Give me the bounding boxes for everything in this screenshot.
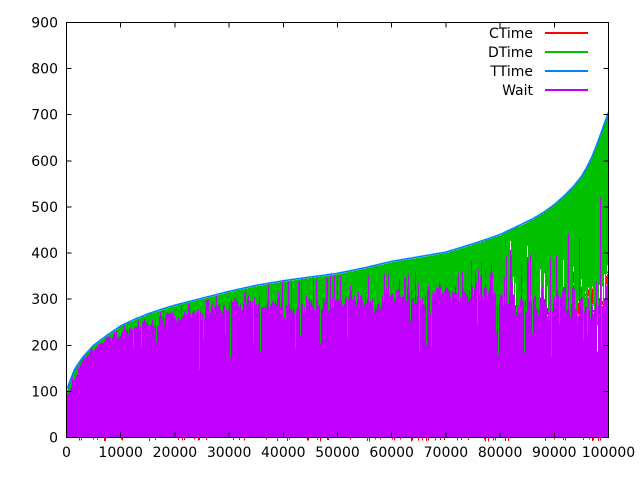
y-tick-label: 800 bbox=[31, 62, 58, 78]
x-tick-label: 0 bbox=[62, 445, 71, 461]
x-tick-label: 100000 bbox=[582, 445, 635, 461]
x-tick-label: 70000 bbox=[424, 445, 469, 461]
legend-label-ttime: TTime bbox=[489, 64, 533, 80]
y-tick-label: 400 bbox=[31, 246, 58, 262]
legend-label-wait: Wait bbox=[502, 83, 533, 99]
y-tick-label: 0 bbox=[49, 431, 58, 447]
x-tick-label: 30000 bbox=[207, 445, 252, 461]
x-tick-label: 80000 bbox=[478, 445, 523, 461]
y-tick-label: 300 bbox=[31, 292, 58, 308]
axis-ticks bbox=[66, 22, 609, 438]
legend-label-ctime: CTime bbox=[489, 26, 533, 42]
x-tick-label: 10000 bbox=[98, 445, 143, 461]
ctime-series-axis-ticks bbox=[79, 437, 601, 442]
x-tick-label: 60000 bbox=[369, 445, 414, 461]
x-tick-label: 20000 bbox=[153, 445, 198, 461]
y-tick-label: 500 bbox=[31, 200, 58, 216]
wait-series bbox=[67, 197, 608, 438]
x-tick-label: 90000 bbox=[532, 445, 577, 461]
y-tick-label: 900 bbox=[31, 16, 58, 32]
x-tick-label: 50000 bbox=[315, 445, 360, 461]
x-tick-label: 40000 bbox=[261, 445, 306, 461]
y-tick-label: 600 bbox=[31, 154, 58, 170]
ttime-series bbox=[66, 112, 610, 390]
y-tick-label: 100 bbox=[31, 384, 58, 400]
legend-label-dtime: DTime bbox=[488, 45, 533, 61]
y-tick-label: 200 bbox=[31, 338, 58, 354]
ctime-series-tail bbox=[547, 271, 608, 315]
y-tick-label: 700 bbox=[31, 108, 58, 124]
